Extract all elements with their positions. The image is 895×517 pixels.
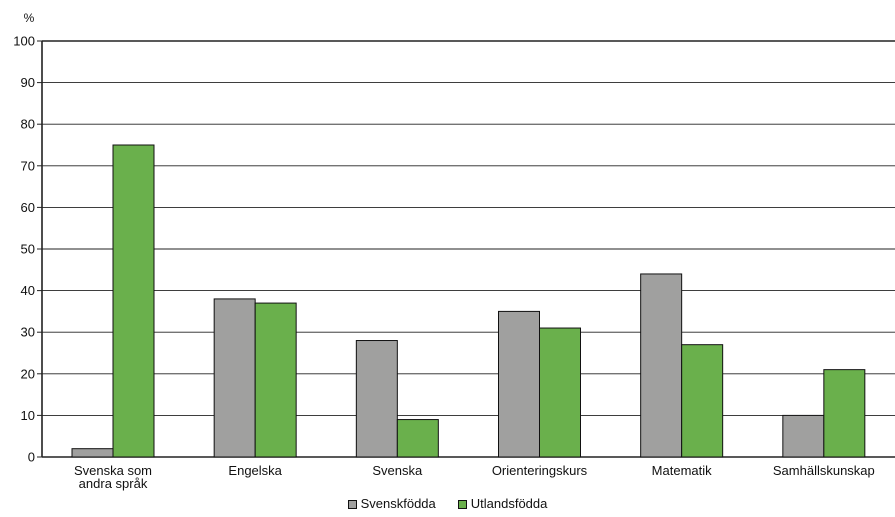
y-tick-label-100: 100 (13, 34, 35, 49)
x-tick-label-1: Engelska (228, 463, 282, 478)
bar-svenskfodda-4 (640, 273, 683, 458)
bar-utlandsfodda-0 (112, 144, 155, 458)
y-tick-label-10: 10 (21, 408, 35, 423)
bar-svenskfodda-5 (782, 414, 825, 458)
y-tick-label-0: 0 (28, 450, 35, 465)
bar-svenskfodda-0 (71, 448, 114, 458)
legend-swatch-utlandsfodda (457, 499, 467, 509)
y-tick-label-70: 70 (21, 158, 35, 173)
x-tick-label-4: Matematik (652, 463, 712, 478)
y-tick-label-30: 30 (21, 325, 35, 340)
legend-item-utlandsfodda: Utlandsfödda (457, 496, 548, 512)
bar-utlandsfodda-5 (823, 369, 866, 458)
x-tick-label-line: Samhällskunskap (773, 463, 875, 478)
x-tick-label-line: Engelska (228, 463, 282, 478)
y-tick-label-60: 60 (21, 200, 35, 215)
y-tick-label-80: 80 (21, 117, 35, 132)
legend-label-svenskfodda: Svenskfödda (360, 496, 436, 511)
x-tick-label-line: Svenska som (74, 463, 152, 478)
legend-swatch-svenskfodda (347, 499, 357, 509)
y-tick-label-90: 90 (21, 75, 35, 90)
bar-utlandsfodda-4 (681, 344, 724, 458)
x-tick-label-line: andra språk (79, 476, 148, 491)
x-tick-label-2: Svenska (372, 463, 423, 478)
bar-svenskfodda-2 (355, 340, 398, 458)
y-tick-label-50: 50 (21, 242, 35, 257)
y-tick-label-40: 40 (21, 283, 35, 298)
legend-item-svenskfodda: Svenskfödda (347, 496, 436, 512)
x-tick-label-line: Orienteringskurs (492, 463, 588, 478)
bar-utlandsfodda-1 (254, 302, 297, 458)
bars-layer (71, 144, 866, 458)
grid-layer (42, 40, 895, 458)
bar-utlandsfodda-2 (396, 419, 439, 458)
x-tick-label-5: Samhällskunskap (773, 463, 875, 478)
legend-label-utlandsfodda: Utlandsfödda (470, 496, 548, 511)
bar-svenskfodda-3 (498, 310, 540, 458)
x-tick-label-0: Svenska som andra språk (74, 463, 152, 491)
x-tick-label-line: Matematik (652, 463, 712, 478)
legend: Svenskfödda Utlandsfödda (0, 496, 895, 512)
x-tick-label-line: Svenska (372, 463, 423, 478)
y-axis-label: % (24, 11, 35, 25)
axis-layer: 0 10 20 30 40 50 60 70 80 90 100 Svenska som andra s… (13, 34, 874, 492)
bar-svenskfodda-1 (213, 298, 256, 458)
x-tick-label-3: Orienteringskurs (492, 463, 588, 478)
y-tick-label-20: 20 (21, 366, 35, 381)
bar-utlandsfodda-3 (539, 327, 581, 458)
